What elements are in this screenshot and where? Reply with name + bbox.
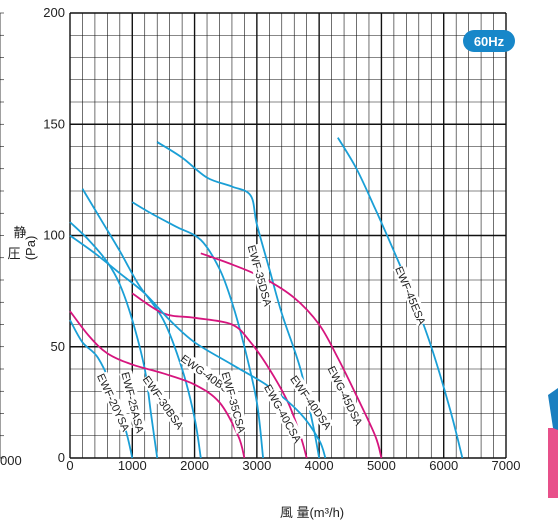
x-axis-label: 風 量(m³/h) — [280, 505, 344, 520]
right-edge-decoration — [548, 388, 558, 498]
x-tick-label: 4000 — [305, 458, 334, 473]
curve-label: EWF-30BSA — [140, 374, 186, 433]
x-tick-label: 6000 — [429, 458, 458, 473]
curve-label: EWF-45ESA — [392, 265, 427, 328]
x-tick-label: 7000 — [492, 458, 521, 473]
y-tick-label: 150 — [43, 116, 65, 131]
x-tick-label: 1000 — [118, 458, 147, 473]
plot-grid — [0, 13, 506, 458]
y-tick-label: 100 — [43, 228, 65, 243]
y-axis-unit: (Pa) — [23, 236, 38, 261]
y-axis-label-bottom: 圧 — [7, 246, 20, 261]
x-tick-label: 3000 — [242, 458, 271, 473]
blue-edge-shape — [548, 388, 558, 430]
y-axis-title: 静 圧 (Pa) — [7, 225, 38, 261]
curve-labels: EWF-20YSAEWF-25ASAEWF-30BSAEWG-40BSAEWF-… — [94, 244, 429, 446]
pink-edge-block — [548, 428, 558, 498]
x-tick-label: 2000 — [180, 458, 209, 473]
y-tick-label: 50 — [51, 339, 65, 354]
frequency-badge: 60Hz — [463, 30, 515, 52]
x-tick-label: 5000 — [367, 458, 396, 473]
y-tick-label: 0 — [58, 450, 65, 465]
frequency-badge-text: 60Hz — [474, 34, 505, 49]
left-partial-tick: 000 — [0, 453, 22, 468]
y-tick-label: 200 — [43, 5, 65, 20]
x-tick-label: 0 — [66, 458, 73, 473]
